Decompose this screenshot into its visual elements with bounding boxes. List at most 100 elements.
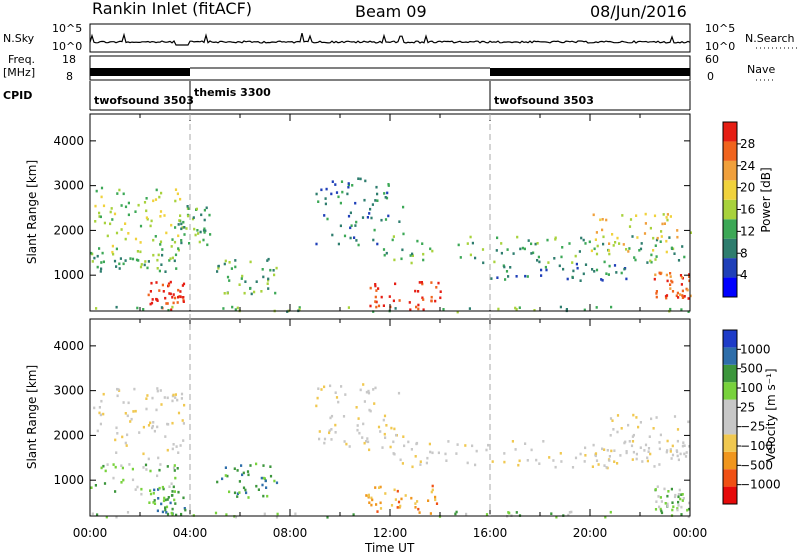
velocity-cell [431, 488, 434, 492]
velocity-cell [91, 512, 94, 516]
power-cell [340, 180, 344, 183]
velocity-cell [161, 485, 164, 489]
power-colorbar-swatch [723, 238, 737, 259]
power-cell [260, 290, 263, 293]
velocity-cell [403, 444, 406, 448]
velocity-cell [397, 500, 401, 504]
power-colorbar-tick-3: 16 [740, 203, 755, 217]
velocity-cell [172, 443, 175, 446]
power-cell [679, 274, 683, 277]
power-cell [565, 308, 568, 311]
power-ytick-3: 4000 [53, 134, 84, 148]
power-cell [398, 220, 401, 223]
power-cell [689, 294, 692, 298]
power-cell [238, 283, 241, 286]
power-cell [560, 255, 563, 259]
x-tick-1: 04:00 [173, 526, 208, 540]
power-cell [496, 276, 499, 279]
velocity-cell [182, 422, 185, 425]
power-cell [208, 213, 211, 217]
power-colorbar-swatch [723, 277, 737, 297]
velocity-colorbar-tick-3: −25 [740, 420, 765, 434]
power-cell [185, 227, 188, 230]
velocity-cell [550, 512, 553, 515]
power-cell [537, 255, 540, 259]
velocity-cell [177, 490, 180, 494]
power-cell [331, 180, 334, 183]
velocity-cell [628, 440, 631, 443]
power-cell [430, 295, 433, 299]
power-cell [376, 192, 379, 196]
velocity-cell [399, 458, 402, 462]
power-cell [671, 290, 675, 293]
power-cell [195, 207, 198, 211]
power-cell [369, 207, 372, 211]
power-cell [669, 275, 672, 278]
freq-label-2: [MHz] [3, 66, 35, 79]
power-cell [665, 239, 668, 243]
velocity-cell [653, 465, 656, 468]
velocity-cell [114, 438, 117, 442]
velocity-cell [318, 437, 321, 441]
power-cell [680, 276, 683, 279]
velocity-cell [98, 411, 101, 415]
power-cell [331, 233, 334, 237]
power-cell [578, 250, 581, 253]
velocity-cell [681, 444, 684, 448]
nsearch-tick-low: 10^0 [705, 40, 735, 53]
power-cell [272, 269, 275, 272]
power-cell [612, 244, 615, 247]
power-cell [655, 255, 658, 258]
power-cell [409, 254, 412, 257]
power-cell [670, 246, 673, 250]
velocity-cell [676, 508, 679, 512]
velocity-cell [257, 488, 260, 491]
velocity-cell [157, 497, 160, 500]
power-cell [416, 239, 419, 243]
power-cell [127, 232, 130, 235]
velocity-cell [404, 494, 407, 497]
velocity-cell [435, 502, 439, 505]
velocity-cell [140, 492, 143, 496]
velocity-cell [245, 491, 248, 495]
power-cell [497, 307, 500, 311]
power-cell [686, 288, 689, 292]
x-tick-3: 12:00 [373, 526, 408, 540]
power-cell [554, 236, 557, 240]
power-cell [111, 218, 114, 221]
velocity-cell [247, 496, 250, 499]
power-cell [95, 307, 98, 310]
power-cell [655, 290, 658, 293]
power-cell [638, 249, 641, 252]
power-cell [601, 279, 604, 282]
freq-tick-high: 18 [62, 53, 76, 66]
velocity-cell [261, 483, 264, 487]
velocity-cell [429, 512, 432, 515]
power-cell [384, 218, 388, 221]
x-axis-label: Time UT [364, 541, 415, 554]
velocity-cell [151, 426, 154, 430]
power-cell [594, 238, 597, 241]
power-cell [143, 201, 147, 204]
nsky-series [89, 32, 691, 46]
velocity-cell [625, 450, 628, 453]
power-cell [504, 278, 507, 281]
power-ytick-2: 3000 [53, 179, 84, 193]
velocity-cell [610, 449, 613, 453]
velocity-cell [157, 488, 160, 491]
velocity-cell [641, 460, 644, 463]
power-colorbar-label: Power [dB] [759, 167, 773, 232]
power-cell [249, 260, 252, 264]
velocity-cell [669, 448, 672, 451]
power-cell [181, 284, 184, 287]
velocity-cell [384, 436, 387, 439]
velocity-cell [134, 488, 137, 491]
power-cell [496, 236, 499, 240]
power-cell [566, 277, 569, 281]
velocity-cell [177, 411, 181, 415]
power-cell [158, 289, 161, 292]
velocity-cell [128, 463, 131, 466]
power-cell [147, 293, 150, 297]
velocity-cell [584, 446, 587, 450]
velocity-cell [233, 467, 236, 470]
